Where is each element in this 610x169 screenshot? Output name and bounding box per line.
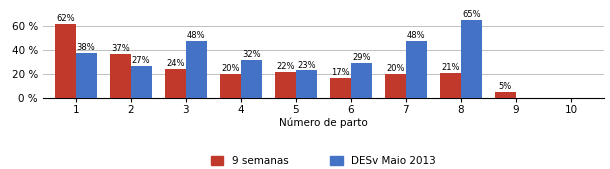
Bar [165, 69, 186, 98]
Bar [440, 73, 461, 98]
Bar [110, 54, 131, 98]
Bar [351, 63, 371, 98]
Text: 17%: 17% [331, 68, 350, 77]
Text: 22%: 22% [276, 62, 295, 71]
Bar [131, 66, 152, 98]
Bar [330, 78, 351, 98]
Bar [406, 41, 427, 98]
Bar [55, 24, 76, 98]
Text: 48%: 48% [407, 31, 426, 40]
Text: 38%: 38% [77, 43, 96, 52]
Text: 27%: 27% [132, 56, 151, 65]
Text: 37%: 37% [111, 44, 130, 53]
Bar [495, 92, 516, 98]
Bar [186, 41, 207, 98]
Legend: 9 semanas, DESv Maio 2013: 9 semanas, DESv Maio 2013 [211, 156, 436, 166]
Text: 21%: 21% [441, 63, 460, 72]
Bar [385, 74, 406, 98]
Text: 20%: 20% [386, 64, 404, 73]
Text: 62%: 62% [56, 14, 74, 23]
Bar [220, 74, 241, 98]
Text: 5%: 5% [499, 82, 512, 91]
Text: 23%: 23% [297, 61, 315, 69]
Bar [275, 72, 296, 98]
Text: 65%: 65% [462, 10, 481, 19]
Text: 24%: 24% [166, 59, 185, 68]
Bar [241, 60, 262, 98]
Bar [461, 20, 482, 98]
X-axis label: Número de parto: Número de parto [279, 118, 368, 128]
Text: 32%: 32% [242, 50, 260, 59]
Text: 20%: 20% [221, 64, 240, 73]
Bar [296, 70, 317, 98]
Bar [76, 53, 96, 98]
Text: 29%: 29% [352, 53, 370, 62]
Text: 48%: 48% [187, 31, 206, 40]
